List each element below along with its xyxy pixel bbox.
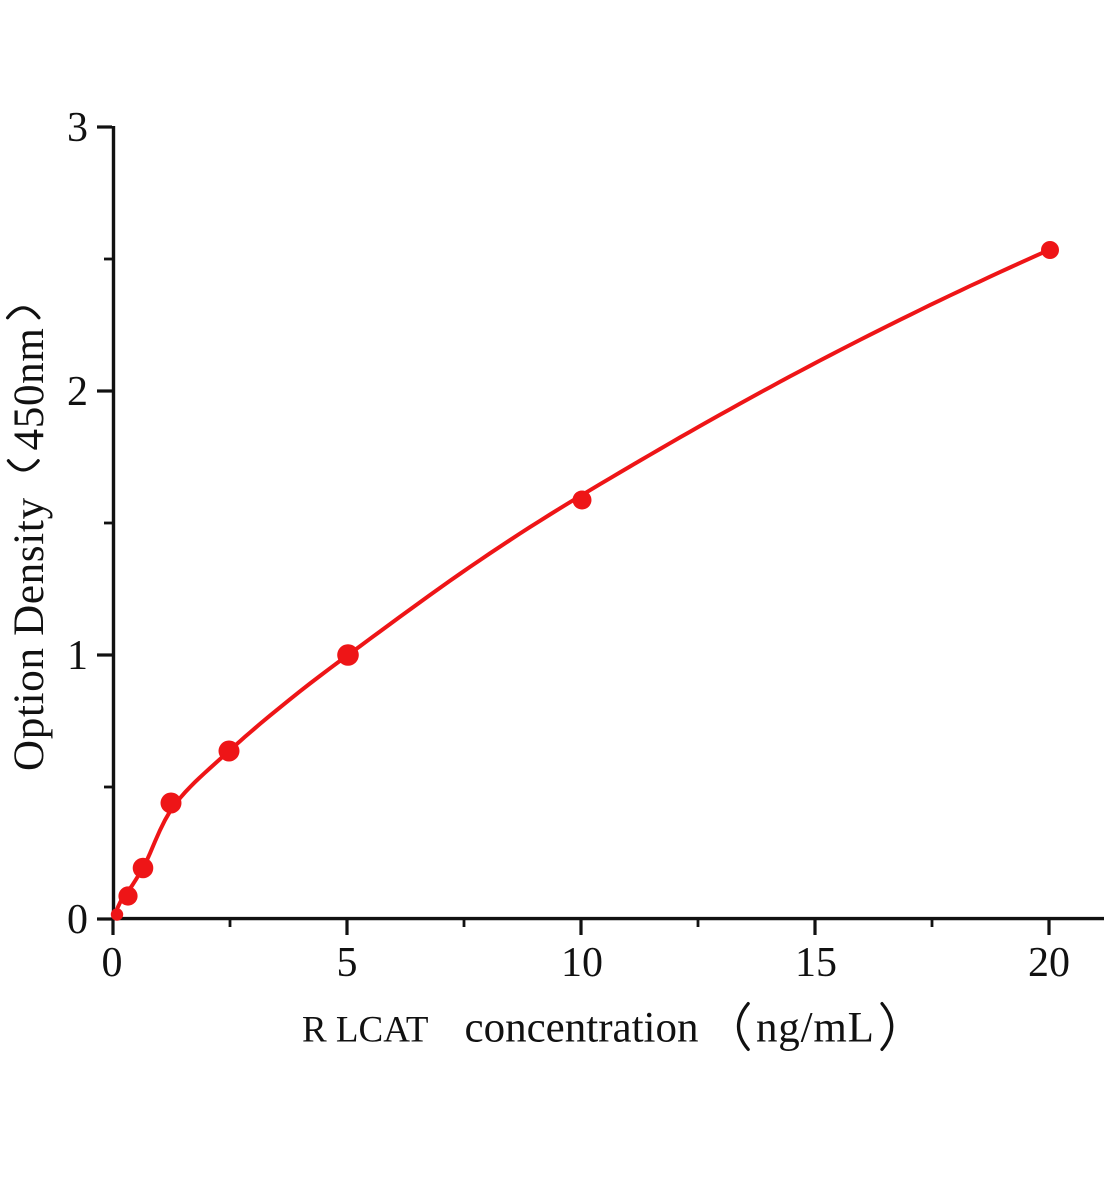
svg-text:concentration: concentration (465, 1005, 699, 1052)
svg-text:10: 10 (561, 940, 603, 986)
svg-text:15: 15 (795, 940, 837, 986)
svg-text:1: 1 (67, 633, 88, 679)
svg-text:Option Density450nm: Option Density450nm (6, 327, 53, 771)
svg-text:0: 0 (102, 940, 123, 986)
svg-text:0: 0 (67, 897, 88, 943)
svg-text:R LCAT: R LCAT (302, 1010, 428, 1051)
svg-text:20: 20 (1028, 940, 1070, 986)
svg-text:5: 5 (337, 940, 358, 986)
svg-text:3: 3 (67, 105, 88, 151)
svg-text:ng/mL: ng/mL (756, 1005, 875, 1052)
svg-text:2: 2 (67, 369, 88, 415)
